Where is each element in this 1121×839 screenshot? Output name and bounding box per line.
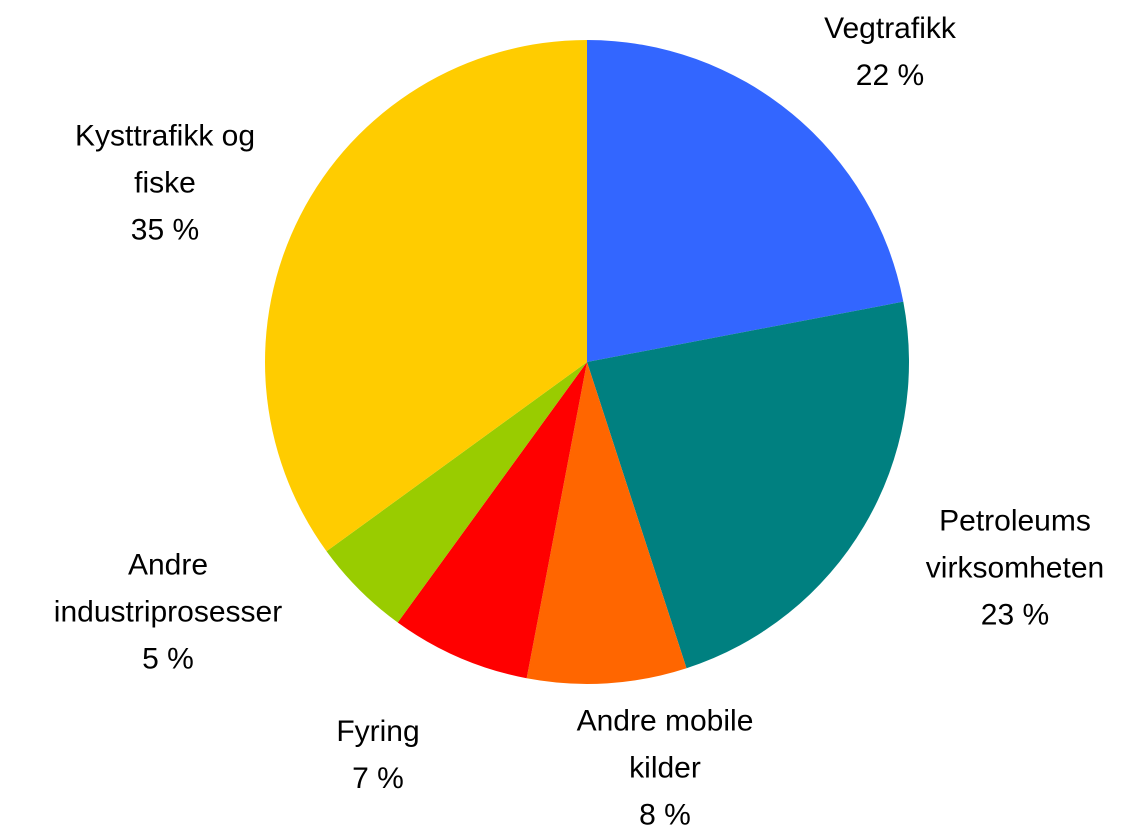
category-label: Andre mobile kilder — [576, 704, 754, 785]
category-label: Andre industriprosesser — [53, 548, 283, 629]
pie-slice — [587, 301, 910, 669]
category-label: Petroleums virksomheten — [925, 504, 1105, 585]
pie-slice — [587, 40, 904, 362]
value-label: 7 % — [352, 762, 404, 795]
pie-slice — [526, 362, 687, 685]
pie-slice — [397, 362, 587, 679]
slice-label: Petroleums virksomheten 23 % — [926, 498, 1104, 639]
slice-label: Andre mobile kilder 8 % — [577, 698, 754, 839]
slice-label: Kysttrafikk og fiske 35 % — [75, 113, 255, 254]
value-label: 8 % — [639, 798, 691, 832]
pie-slice — [326, 362, 587, 623]
pie-slice — [265, 40, 587, 552]
slice-label: Vegtrafikk 22 % — [824, 5, 956, 99]
slice-label: Fyring 7 % — [336, 708, 419, 802]
category-label: Vegtrafikk — [824, 12, 956, 45]
value-label: 22 % — [855, 59, 925, 92]
value-label: 23 % — [980, 598, 1050, 632]
slice-label: Andre industriprosesser 5 % — [54, 542, 282, 683]
value-label: 5 % — [142, 642, 194, 676]
category-label: Fyring — [336, 715, 420, 748]
value-label: 35 % — [130, 213, 200, 247]
category-label: Kysttrafikk og fiske — [74, 119, 256, 200]
